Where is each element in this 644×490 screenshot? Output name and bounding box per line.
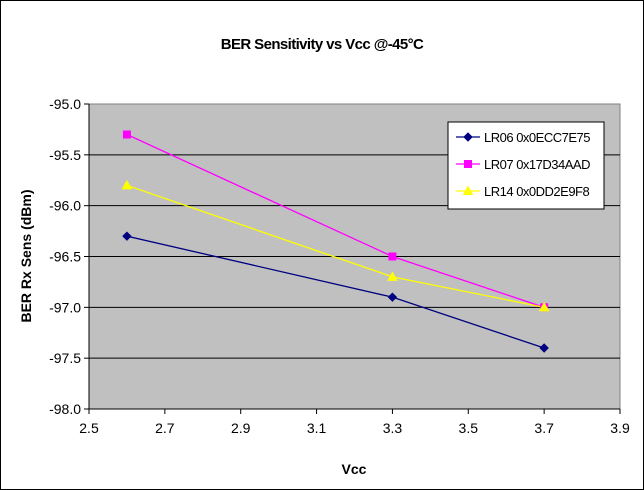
x-axis-title: Vcc (342, 461, 367, 477)
legend-marker (464, 160, 472, 168)
data-point-series-1 (387, 292, 398, 302)
series-markers (121, 130, 550, 353)
data-point-series-1 (122, 231, 132, 241)
y-tick-label: -97.0 (49, 299, 81, 315)
y-tick-labels: -95.0 -95.5 -96.0 -96.5 -97.0 -97.5 -98.0 (49, 96, 81, 417)
legend-label: LR07 0x17D34AAD (484, 157, 590, 172)
y-tick-label: -97.5 (49, 350, 81, 366)
y-tick-label: -98.0 (49, 401, 81, 417)
y-tick-label: -95.5 (49, 147, 81, 163)
y-tick-label: -95.0 (49, 96, 81, 112)
y-tick-label: -96.5 (49, 249, 81, 265)
x-tick-label: 3.7 (534, 420, 554, 436)
x-tick-label: 3.9 (610, 420, 630, 436)
x-tick-label: 2.7 (155, 420, 175, 436)
x-tick-label: 3.1 (307, 420, 327, 436)
legend-label: LR14 0x0DD2E9F8 (484, 184, 589, 199)
data-point-series-1 (539, 343, 549, 353)
x-tick-label: 3.5 (459, 420, 479, 436)
y-axis-title: BER Rx Sens (dBm) (18, 189, 34, 322)
legend-marker (463, 132, 473, 142)
data-point-series-2 (388, 252, 397, 261)
data-point-series-2 (122, 130, 131, 139)
axes (84, 103, 621, 414)
x-tick-labels: 2.5 2.7 2.9 3.1 3.3 3.5 3.7 3.9 (79, 420, 630, 436)
data-point-series-3 (538, 301, 550, 312)
x-tick-label: 2.5 (79, 420, 99, 436)
data-point-series-3 (387, 271, 398, 281)
legend-label: LR06 0x0ECC7E75 (484, 130, 590, 145)
data-point-series-3 (121, 179, 133, 190)
x-tick-label: 3.3 (383, 420, 403, 436)
y-tick-label: -96.0 (49, 198, 81, 214)
legend: LR06 0x0ECC7E75 LR07 0x17D34AAD LR14 0x0DD… (456, 130, 591, 199)
x-tick-label: 2.9 (231, 420, 251, 436)
chart-title: BER Sensitivity vs Vcc @-45°C (221, 36, 424, 53)
legend-marker (462, 185, 474, 195)
grid-lines (89, 154, 620, 359)
